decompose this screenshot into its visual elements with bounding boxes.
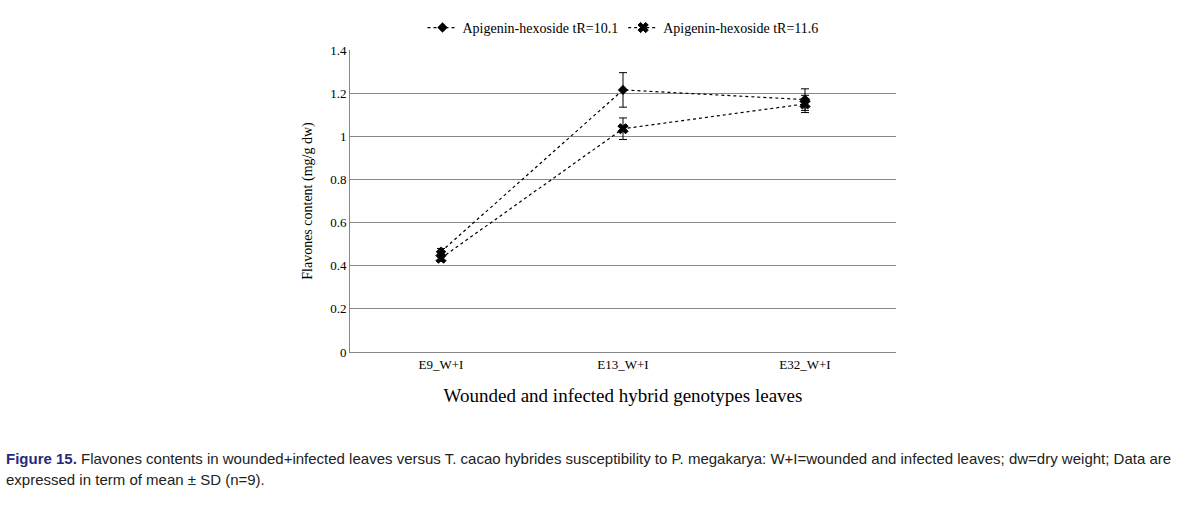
svg-text:Apigenin-hexoside tR=10.1: Apigenin-hexoside tR=10.1 [463,21,619,36]
svg-text:E13_W+I: E13_W+I [597,357,648,372]
svg-text:0: 0 [340,345,347,360]
svg-text:Wounded and infected hybrid ge: Wounded and infected hybrid genotypes le… [444,385,803,406]
svg-text:1: 1 [340,129,347,144]
svg-text:0.2: 0.2 [330,301,346,316]
svg-text:0.6: 0.6 [330,215,347,230]
svg-text:1.4: 1.4 [330,43,347,58]
svg-text:0.4: 0.4 [330,258,347,273]
svg-text:E32_W+I: E32_W+I [779,357,830,372]
svg-text:0.8: 0.8 [330,172,346,187]
svg-text:Flavones content (mg/g dw): Flavones content (mg/g dw) [300,122,316,280]
html-text:Figure 15. Flavones contents i: Figure 15. Flavones contents in wounded+… [6,450,1172,488]
svg-text:E9_W+I: E9_W+I [419,357,464,372]
svg-text:Apigenin-hexoside tR=11.6: Apigenin-hexoside tR=11.6 [663,21,818,36]
svg-text:1.2: 1.2 [330,86,346,101]
